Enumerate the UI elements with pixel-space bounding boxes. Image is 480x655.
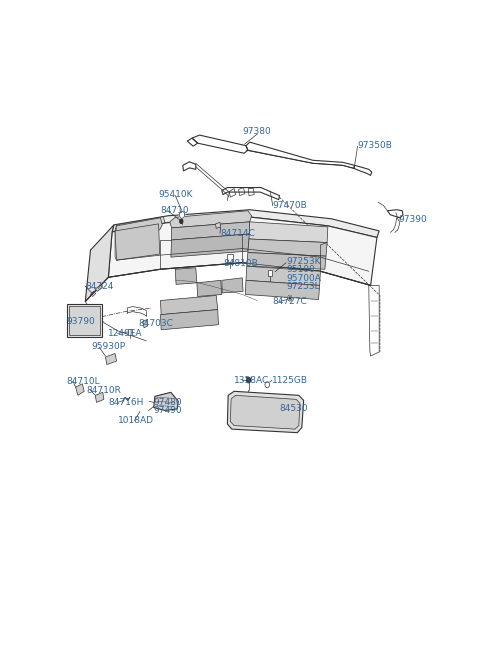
Text: 97480: 97480 [154,398,182,407]
Polygon shape [143,320,148,328]
Polygon shape [246,266,321,286]
Polygon shape [106,354,117,365]
Circle shape [288,295,292,301]
Circle shape [289,297,290,299]
Polygon shape [108,217,377,286]
Text: 1249EA: 1249EA [108,329,143,338]
Text: 84724: 84724 [85,282,114,291]
Bar [268,271,273,276]
Polygon shape [76,384,84,396]
Text: 84716H: 84716H [108,398,144,407]
Text: 84714C: 84714C [220,229,255,238]
Text: 84530: 84530 [279,404,308,413]
Bar [128,329,132,335]
Polygon shape [216,222,221,229]
Polygon shape [197,280,222,297]
Text: 97380: 97380 [243,127,272,136]
Circle shape [265,382,269,388]
Polygon shape [160,295,218,314]
Polygon shape [170,211,252,228]
Polygon shape [116,218,162,237]
Polygon shape [248,239,327,256]
Text: 97253L: 97253L [286,282,320,291]
Text: 84703C: 84703C [138,319,173,328]
Text: 95100: 95100 [286,265,315,274]
Text: 97390: 97390 [398,215,427,224]
Polygon shape [160,310,218,329]
Circle shape [180,219,183,223]
Text: 95700A: 95700A [286,274,321,283]
Polygon shape [172,222,250,240]
Text: 84710R: 84710R [87,386,121,395]
Polygon shape [96,392,104,402]
Polygon shape [228,391,304,433]
Circle shape [180,212,185,218]
FancyBboxPatch shape [69,306,100,335]
Text: 95930P: 95930P [92,343,126,352]
Polygon shape [171,234,250,257]
Polygon shape [154,392,178,411]
Text: 84710: 84710 [160,206,189,215]
Bar [227,253,233,262]
Text: 97350B: 97350B [358,141,393,150]
Text: 97470B: 97470B [273,201,308,210]
Text: 95410K: 95410K [158,190,193,199]
Polygon shape [247,253,326,269]
Text: 1125GB: 1125GB [272,376,308,384]
Polygon shape [115,224,160,260]
Text: 97253K: 97253K [286,257,321,266]
Polygon shape [112,210,379,238]
Polygon shape [85,225,114,301]
Text: 93790: 93790 [67,317,96,326]
Polygon shape [115,217,165,231]
Text: 84710L: 84710L [67,377,100,386]
Text: 84727C: 84727C [273,297,308,306]
Circle shape [247,378,251,383]
Text: 1018AD: 1018AD [118,416,154,425]
Text: 1338AC: 1338AC [234,376,269,384]
Polygon shape [222,278,243,293]
Text: 84810B: 84810B [224,259,258,268]
FancyBboxPatch shape [67,304,102,337]
Polygon shape [96,286,102,291]
Polygon shape [230,396,300,429]
Polygon shape [245,280,320,299]
Text: 97490: 97490 [154,407,182,415]
Polygon shape [175,268,197,284]
Polygon shape [249,222,328,242]
